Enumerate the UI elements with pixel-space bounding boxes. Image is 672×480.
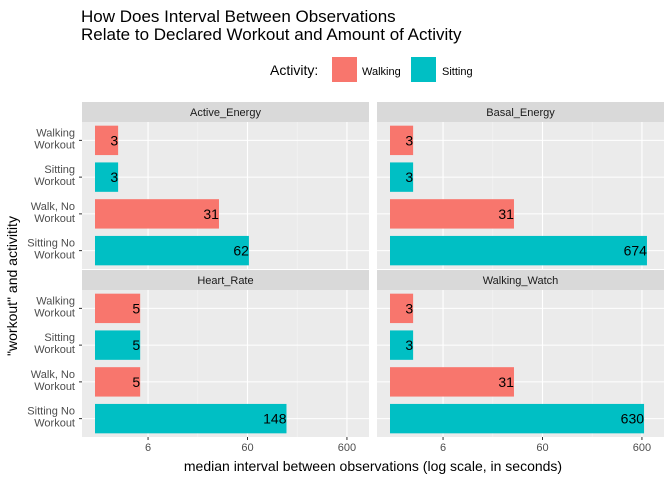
bar-label-basal-energy-2: 31 — [498, 206, 514, 222]
bar-label-heart-rate-0: 5 — [132, 300, 140, 316]
y-axis-title: "workout" and activitity — [4, 216, 20, 356]
strip-walking-watch — [377, 270, 664, 290]
bar-walking-watch-0 — [390, 293, 414, 324]
bar-label-heart-rate-2: 5 — [132, 374, 140, 390]
bar-label-walking-watch-0: 3 — [405, 300, 413, 316]
strip-label-walking-watch: Walking_Watch — [483, 275, 559, 287]
bar-label-basal-energy-0: 3 — [405, 132, 413, 148]
y-tick-label-heart-rate-1-1: Workout — [34, 344, 75, 356]
y-tick-label-active-energy-1-0: Sitting — [44, 164, 75, 176]
x-tick-label-walking-watch-1: 60 — [536, 442, 548, 454]
y-tick-label-active-energy-3-1: Workout — [34, 250, 75, 262]
bar-active-energy-0 — [95, 125, 119, 156]
legend-label-walking: Walking — [362, 66, 401, 78]
facet-panels: Active_Energy333162WalkingWorkoutSitting… — [27, 102, 664, 454]
y-tick-label-heart-rate-0-0: Walking — [36, 295, 75, 307]
y-tick-label-active-energy-0-1: Workout — [34, 139, 75, 151]
y-tick-label-active-energy-1-1: Workout — [34, 176, 75, 188]
bar-label-walking-watch-3: 630 — [621, 411, 645, 427]
x-tick-label-walking-watch-2: 600 — [633, 442, 651, 454]
strip-heart-rate — [82, 270, 369, 290]
y-tick-label-active-energy-2-1: Workout — [34, 213, 75, 225]
x-tick-label-heart-rate-2: 600 — [338, 442, 356, 454]
legend: Activity: Walking Sitting — [270, 57, 473, 82]
bar-label-basal-energy-3: 674 — [624, 243, 648, 259]
facet-walking-watch: Walking_Watch 3 3 31 630 6 60 600 — [377, 270, 664, 454]
bar-basal-energy-1 — [390, 162, 414, 192]
bar-label-active-energy-3: 62 — [233, 243, 249, 259]
bar-label-active-energy-2: 31 — [203, 206, 219, 222]
strip-label-active-energy: Active_Energy — [190, 107, 261, 119]
y-tick-label-active-energy-2-0: Walk, No — [31, 201, 75, 213]
bar-walking-watch-3 — [390, 403, 645, 434]
x-tick-label-walking-watch-0: 6 — [440, 442, 446, 454]
y-tick-label-heart-rate-2-0: Walk, No — [31, 369, 75, 381]
bar-heart-rate-0 — [95, 293, 141, 324]
facet-active-energy: Active_Energy333162WalkingWorkoutSitting… — [27, 102, 369, 269]
bar-walking-watch-2 — [390, 367, 514, 397]
bar-label-heart-rate-1: 5 — [132, 337, 140, 353]
legend-label-sitting: Sitting — [442, 66, 473, 78]
bar-active-energy-1 — [95, 162, 119, 192]
legend-swatch-sitting — [411, 57, 436, 82]
bar-basal-energy-2 — [390, 199, 514, 229]
chart-title-line-2: Relate to Declared Workout and Amount of… — [81, 25, 462, 44]
legend-title: Activity: — [270, 62, 318, 78]
x-tick-label-heart-rate-1: 60 — [241, 442, 253, 454]
facet-heart-rate: Heart_Rate555148WalkingWorkoutSittingWor… — [27, 270, 369, 454]
bar-heart-rate-2 — [95, 367, 141, 397]
bar-label-active-energy-1: 3 — [110, 169, 118, 185]
y-tick-label-heart-rate-3-1: Workout — [34, 418, 75, 430]
bar-active-energy-2 — [95, 199, 219, 229]
strip-label-basal-energy: Basal_Energy — [486, 107, 555, 119]
bar-active-energy-3 — [95, 235, 249, 266]
y-tick-label-heart-rate-3-0: Sitting No — [27, 406, 75, 418]
bar-label-walking-watch-2: 31 — [498, 374, 514, 390]
bar-label-active-energy-0: 3 — [110, 132, 118, 148]
bar-label-walking-watch-1: 3 — [405, 337, 413, 353]
strip-active-energy — [82, 102, 369, 122]
chart-title-line-1: How Does Interval Between Observations — [81, 7, 396, 26]
y-tick-label-active-energy-3-0: Sitting No — [27, 238, 75, 250]
x-axis-title: median interval between observations (lo… — [184, 458, 562, 474]
bar-heart-rate-1 — [95, 330, 141, 360]
legend-swatch-walking — [332, 57, 357, 82]
y-tick-label-heart-rate-1-0: Sitting — [44, 332, 75, 344]
bar-heart-rate-3 — [95, 403, 287, 434]
y-tick-label-active-energy-0-0: Walking — [36, 127, 75, 139]
strip-basal-energy — [377, 102, 664, 122]
y-tick-label-heart-rate-2-1: Workout — [34, 381, 75, 393]
bar-walking-watch-1 — [390, 330, 414, 360]
x-tick-label-heart-rate-0: 6 — [145, 442, 151, 454]
bar-basal-energy-0 — [390, 125, 414, 156]
facet-basal-energy: Basal_Energy 3 3 31 674 — [377, 102, 664, 269]
strip-label-heart-rate: Heart_Rate — [197, 275, 253, 287]
bar-basal-energy-3 — [390, 235, 647, 266]
bar-label-heart-rate-3: 148 — [263, 411, 287, 427]
bar-label-basal-energy-1: 3 — [405, 169, 413, 185]
y-tick-label-heart-rate-0-1: Workout — [34, 307, 75, 319]
